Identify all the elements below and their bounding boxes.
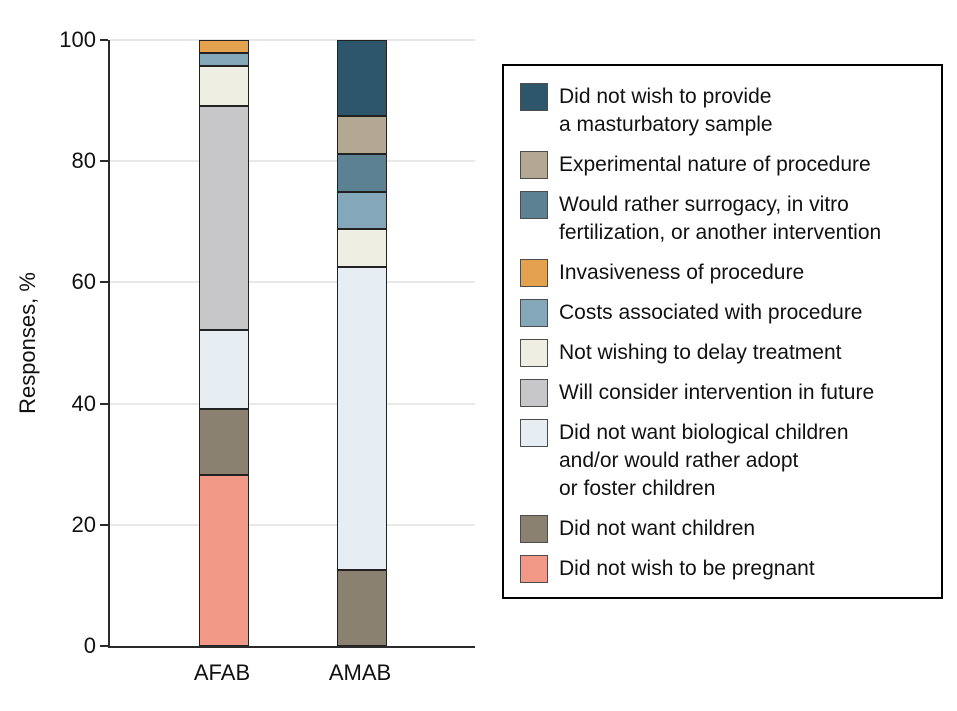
bar-segment xyxy=(199,408,249,475)
bar-segment xyxy=(199,40,249,54)
bar-segment xyxy=(337,40,387,116)
legend-label: Did not want biological children and/or … xyxy=(559,421,849,500)
y-tick-label: 100 xyxy=(59,27,96,52)
y-tick-mark xyxy=(100,39,108,41)
legend-swatch xyxy=(520,259,548,287)
legend-label: Not wishing to delay treatment xyxy=(559,341,842,364)
legend-label: Experimental nature of procedure xyxy=(559,153,871,176)
legend-label: Did not want children xyxy=(559,517,756,540)
x-axis-label-amab: AMAB xyxy=(328,660,392,685)
gridline xyxy=(110,402,475,405)
legend-item: Did not want children xyxy=(520,515,931,543)
y-tick-label: 0 xyxy=(83,633,96,658)
bar-segment xyxy=(337,570,387,646)
bar-segment xyxy=(337,153,387,192)
y-tick-mark xyxy=(100,160,108,163)
bar-segment xyxy=(199,53,249,67)
x-axis-label-afab: AFAB xyxy=(193,660,251,685)
legend-swatch xyxy=(520,151,548,179)
legend-swatch xyxy=(520,555,548,583)
gridline xyxy=(110,281,475,284)
gridline xyxy=(110,523,475,526)
legend-label: Would rather surrogacy, in vitro fertili… xyxy=(559,193,882,244)
y-tick-mark xyxy=(100,402,108,405)
legend-item: Will consider intervention in future xyxy=(520,379,931,407)
legend-item: Did not want biological children and/or … xyxy=(520,419,931,503)
gridline xyxy=(110,160,475,163)
legend-item: Did not wish to be pregnant xyxy=(520,555,931,583)
y-tick-mark xyxy=(100,281,108,284)
legend-label: Invasiveness of procedure xyxy=(559,261,805,284)
legend-label: Will consider intervention in future xyxy=(559,381,875,404)
bar-segment xyxy=(199,329,249,409)
legend-swatch xyxy=(520,339,548,367)
legend-item: Did not wish to provide a masturbatory s… xyxy=(520,83,931,139)
bar-segment xyxy=(337,229,387,268)
y-tick-mark xyxy=(100,645,108,647)
legend-swatch xyxy=(520,419,548,447)
gridline xyxy=(110,39,475,41)
legend-swatch xyxy=(520,299,548,327)
plot-area xyxy=(108,39,475,648)
legend-item: Invasiveness of procedure xyxy=(520,259,931,287)
legend-item: Experimental nature of procedure xyxy=(520,151,931,179)
legend-swatch xyxy=(520,83,548,111)
legend-label: Costs associated with procedure xyxy=(559,301,863,324)
y-tick-mark xyxy=(100,523,108,526)
bar-segment xyxy=(199,105,249,330)
bar-segment xyxy=(337,115,387,154)
stacked-bar-afab xyxy=(199,40,249,646)
y-tick-label: 60 xyxy=(71,269,96,295)
legend-item: Would rather surrogacy, in vitro fertili… xyxy=(520,191,931,247)
legend-swatch xyxy=(520,515,548,543)
legend-label: Did not wish to provide a masturbatory s… xyxy=(559,85,773,136)
bar-segment xyxy=(199,474,249,646)
legend-item: Costs associated with procedure xyxy=(520,299,931,327)
y-tick-label: 80 xyxy=(71,148,96,174)
stacked-bar-amab xyxy=(337,40,387,646)
y-tick-label: 20 xyxy=(71,511,96,537)
bar-segment xyxy=(337,191,387,230)
bar-segment xyxy=(337,267,387,571)
legend-item: Not wishing to delay treatment xyxy=(520,339,931,367)
legend-box: Did not wish to provide a masturbatory s… xyxy=(502,64,943,599)
legend-swatch xyxy=(520,191,548,219)
y-tick-label: 40 xyxy=(71,390,96,416)
legend-label: Did not wish to be pregnant xyxy=(559,557,815,580)
bar-segment xyxy=(199,66,249,106)
legend-swatch xyxy=(520,379,548,407)
